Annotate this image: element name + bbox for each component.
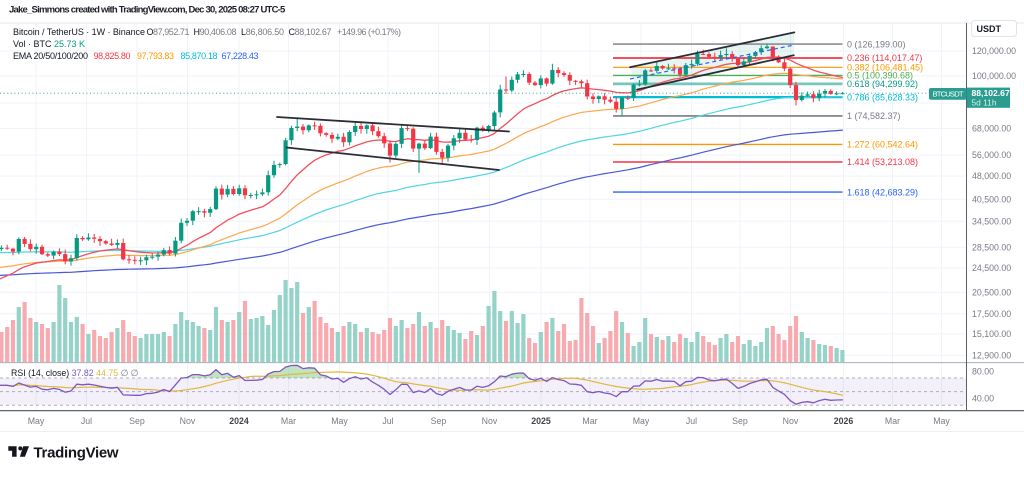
svg-text:Vol · BTC 25.73 K: Vol · BTC 25.73 K xyxy=(13,39,85,49)
svg-text:97,793.83: 97,793.83 xyxy=(137,51,174,61)
svg-text:2025: 2025 xyxy=(531,416,551,426)
svg-text:1.272 (60,542.64): 1.272 (60,542.64) xyxy=(847,140,918,150)
svg-text:Jul: Jul xyxy=(686,416,697,426)
svg-text:85,870.18: 85,870.18 xyxy=(181,51,218,61)
svg-text:May: May xyxy=(633,416,650,426)
svg-text:12,900.00: 12,900.00 xyxy=(972,351,1011,361)
svg-text:Mar: Mar xyxy=(885,416,900,426)
svg-text:0.618 (94,299.92): 0.618 (94,299.92) xyxy=(847,79,918,89)
svg-text:15,100.00: 15,100.00 xyxy=(972,329,1011,339)
svg-text:100,000.00: 100,000.00 xyxy=(972,71,1016,81)
svg-text:0.786 (85,628.33): 0.786 (85,628.33) xyxy=(847,92,918,102)
svg-text:USDT: USDT xyxy=(977,24,1002,34)
svg-text:TradingView: TradingView xyxy=(34,444,119,461)
svg-text:BTCUSDT: BTCUSDT xyxy=(933,90,964,99)
svg-text:56,000.00: 56,000.00 xyxy=(972,150,1011,160)
svg-text:120,000.00: 120,000.00 xyxy=(972,46,1016,56)
svg-text:Jake_Simmons created with Trad: Jake_Simmons created with TradingView.co… xyxy=(9,5,286,16)
svg-text:H90,406.08: H90,406.08 xyxy=(194,27,237,37)
svg-text:EMA 20/50/100/200: EMA 20/50/100/200 xyxy=(13,51,88,61)
svg-text:Bitcoin / TetherUS · 1W · Bina: Bitcoin / TetherUS · 1W · Binance xyxy=(13,27,145,37)
svg-text:40,500.00: 40,500.00 xyxy=(972,194,1011,204)
svg-text:17,500.00: 17,500.00 xyxy=(972,309,1011,319)
svg-text:1.414 (53,213.08): 1.414 (53,213.08) xyxy=(847,157,918,167)
svg-text:28,500.00: 28,500.00 xyxy=(972,242,1011,252)
svg-text:May: May xyxy=(28,416,45,426)
svg-text:Nov: Nov xyxy=(482,416,498,426)
svg-text:1 (74,582.37): 1 (74,582.37) xyxy=(847,111,901,121)
svg-text:May: May xyxy=(331,416,348,426)
svg-text:May: May xyxy=(933,416,950,426)
svg-text:Jul: Jul xyxy=(382,416,393,426)
svg-text:98,825.80: 98,825.80 xyxy=(94,51,131,61)
svg-text:5d 11h: 5d 11h xyxy=(972,98,997,108)
svg-text:Mar: Mar xyxy=(281,416,296,426)
svg-text:1.618 (42,683.29): 1.618 (42,683.29) xyxy=(847,187,918,197)
svg-text:34,500.00: 34,500.00 xyxy=(972,216,1011,226)
svg-text:RSI (14, close) 37.82 44.75 ∅: RSI (14, close) 37.82 44.75 ∅ ∅ xyxy=(11,368,139,378)
svg-text:Mar: Mar xyxy=(582,416,597,426)
svg-text:O87,952.71: O87,952.71 xyxy=(147,27,190,37)
svg-text:48,000.00: 48,000.00 xyxy=(972,171,1011,181)
svg-text:L86,806.50: L86,806.50 xyxy=(241,27,284,37)
svg-text:88,102.67: 88,102.67 xyxy=(972,88,1010,98)
svg-text:2026: 2026 xyxy=(834,416,854,426)
svg-text:Jul: Jul xyxy=(81,416,92,426)
svg-text:Sep: Sep xyxy=(431,416,447,426)
svg-text:80.00: 80.00 xyxy=(972,366,994,376)
svg-text:C88,102.67: C88,102.67 xyxy=(289,27,332,37)
svg-text:40.00: 40.00 xyxy=(972,394,994,404)
svg-text:+149.96 (+0.17%): +149.96 (+0.17%) xyxy=(337,27,401,37)
svg-text:67,228.43: 67,228.43 xyxy=(222,51,259,61)
svg-text:2024: 2024 xyxy=(229,416,249,426)
svg-text:Sep: Sep xyxy=(129,416,145,426)
svg-text:Sep: Sep xyxy=(732,416,748,426)
svg-text:24,500.00: 24,500.00 xyxy=(972,263,1011,273)
svg-text:Nov: Nov xyxy=(783,416,799,426)
svg-text:68,000.00: 68,000.00 xyxy=(972,124,1011,134)
svg-text:0 (126,199.00): 0 (126,199.00) xyxy=(847,39,906,49)
svg-text:Nov: Nov xyxy=(180,416,196,426)
svg-text:20,500.00: 20,500.00 xyxy=(972,287,1011,297)
